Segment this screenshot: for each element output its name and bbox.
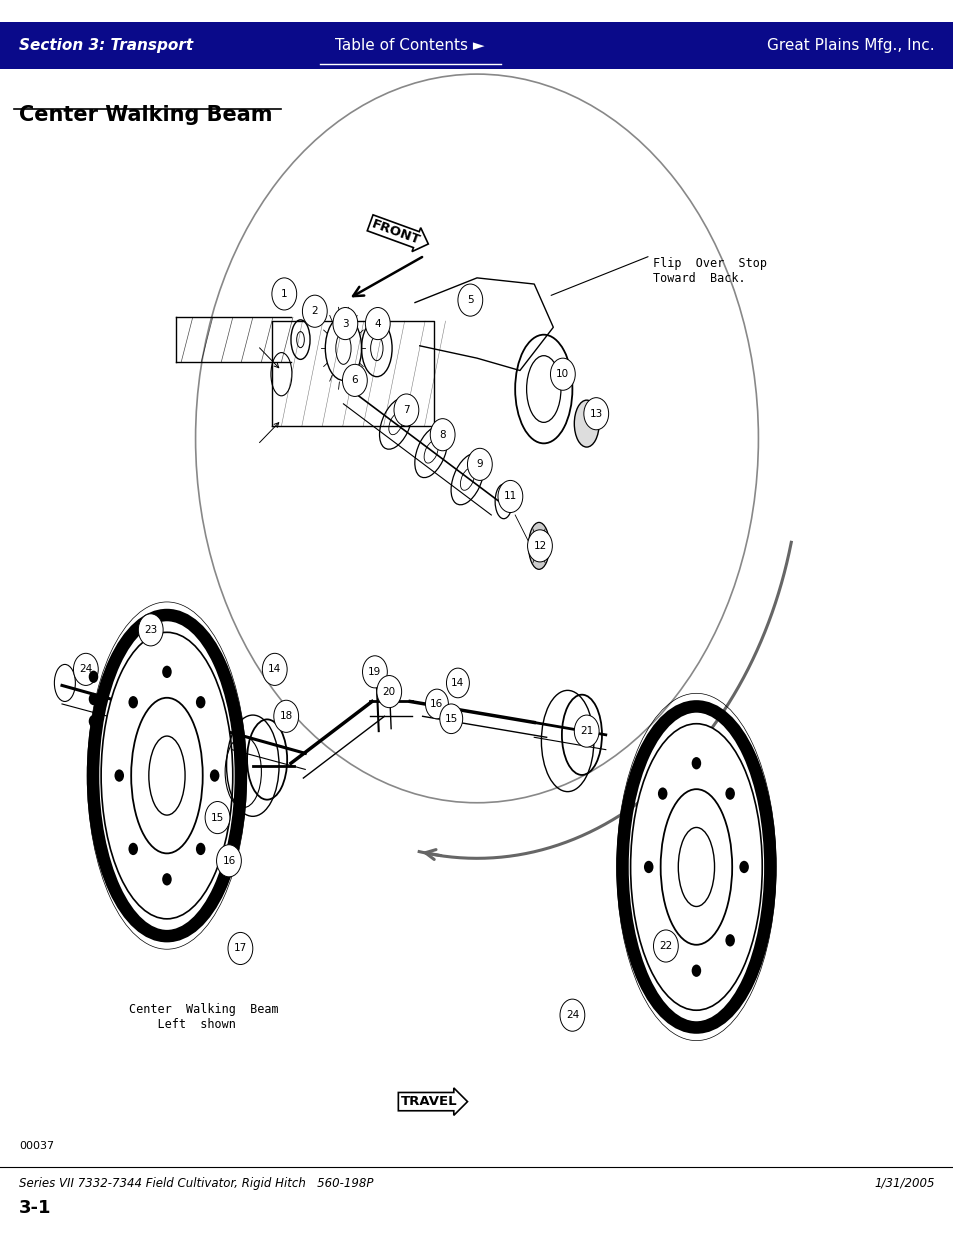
Text: 15: 15	[211, 813, 224, 823]
Text: Center Walking Beam: Center Walking Beam	[19, 105, 273, 125]
Text: 5: 5	[467, 295, 473, 305]
Circle shape	[89, 715, 98, 727]
Text: Flip  Over  Stop
Toward  Back.: Flip Over Stop Toward Back.	[653, 257, 766, 285]
Circle shape	[89, 737, 98, 750]
Text: 11: 11	[503, 492, 517, 501]
Circle shape	[467, 448, 492, 480]
Text: 16: 16	[430, 699, 443, 709]
Circle shape	[527, 530, 552, 562]
Text: 15: 15	[444, 714, 457, 724]
Text: 20: 20	[382, 687, 395, 697]
Circle shape	[205, 802, 230, 834]
Text: 13: 13	[589, 409, 602, 419]
Circle shape	[302, 295, 327, 327]
Text: 14: 14	[268, 664, 281, 674]
Text: 16: 16	[222, 856, 235, 866]
Circle shape	[89, 693, 98, 705]
Text: 9: 9	[476, 459, 482, 469]
Text: 21: 21	[579, 726, 593, 736]
Circle shape	[333, 308, 357, 340]
Circle shape	[162, 873, 172, 885]
Circle shape	[114, 769, 124, 782]
Text: 3: 3	[342, 319, 348, 329]
Text: Series VII 7332-7344 Field Cultivator, Rigid Hitch   560-198P: Series VII 7332-7344 Field Cultivator, R…	[19, 1177, 374, 1189]
Circle shape	[195, 697, 205, 709]
Circle shape	[550, 358, 575, 390]
Text: 22: 22	[659, 941, 672, 951]
Text: 00037: 00037	[19, 1141, 54, 1151]
Circle shape	[691, 757, 700, 769]
Text: Table of Contents ►: Table of Contents ►	[335, 38, 484, 53]
Text: 6: 6	[352, 375, 357, 385]
Text: 10: 10	[556, 369, 569, 379]
Text: 12: 12	[533, 541, 546, 551]
Text: 3-1: 3-1	[19, 1199, 51, 1216]
Ellipse shape	[101, 632, 233, 919]
Circle shape	[129, 697, 138, 709]
Circle shape	[559, 999, 584, 1031]
Circle shape	[724, 934, 734, 946]
Circle shape	[228, 932, 253, 965]
Circle shape	[583, 398, 608, 430]
Circle shape	[724, 788, 734, 800]
Circle shape	[365, 308, 390, 340]
Circle shape	[129, 842, 138, 855]
Text: 2: 2	[312, 306, 317, 316]
Circle shape	[430, 419, 455, 451]
Circle shape	[216, 845, 241, 877]
Circle shape	[439, 704, 462, 734]
Circle shape	[362, 656, 387, 688]
Text: 8: 8	[439, 430, 445, 440]
Circle shape	[457, 284, 482, 316]
Text: 23: 23	[144, 625, 157, 635]
Circle shape	[138, 614, 163, 646]
Circle shape	[574, 715, 598, 747]
Circle shape	[89, 671, 98, 683]
Ellipse shape	[528, 522, 549, 569]
Ellipse shape	[574, 400, 598, 447]
FancyBboxPatch shape	[0, 22, 953, 69]
Circle shape	[497, 480, 522, 513]
Circle shape	[162, 666, 172, 678]
Text: Section 3: Transport: Section 3: Transport	[19, 38, 193, 53]
Circle shape	[274, 700, 298, 732]
Circle shape	[691, 965, 700, 977]
Text: Great Plains Mfg., Inc.: Great Plains Mfg., Inc.	[766, 38, 934, 53]
Circle shape	[210, 769, 219, 782]
Text: 7: 7	[403, 405, 409, 415]
Text: 4: 4	[375, 319, 380, 329]
Circle shape	[446, 668, 469, 698]
Circle shape	[195, 842, 205, 855]
Circle shape	[73, 653, 98, 685]
Circle shape	[342, 364, 367, 396]
Circle shape	[739, 861, 748, 873]
Ellipse shape	[630, 724, 761, 1010]
Text: FRONT: FRONT	[370, 217, 421, 247]
Text: 19: 19	[368, 667, 381, 677]
Circle shape	[653, 930, 678, 962]
Circle shape	[262, 653, 287, 685]
Text: 24: 24	[79, 664, 92, 674]
Circle shape	[376, 676, 401, 708]
Text: TRAVEL: TRAVEL	[400, 1095, 457, 1108]
Text: Center  Walking  Beam
    Left  shown: Center Walking Beam Left shown	[129, 1003, 278, 1031]
Text: 24: 24	[565, 1010, 578, 1020]
Circle shape	[658, 934, 667, 946]
Circle shape	[658, 788, 667, 800]
Text: 1/31/2005: 1/31/2005	[874, 1177, 934, 1189]
Text: 18: 18	[279, 711, 293, 721]
Text: 14: 14	[451, 678, 464, 688]
Circle shape	[394, 394, 418, 426]
Text: 17: 17	[233, 944, 247, 953]
Circle shape	[272, 278, 296, 310]
Circle shape	[425, 689, 448, 719]
Text: 1: 1	[281, 289, 287, 299]
Circle shape	[643, 861, 653, 873]
